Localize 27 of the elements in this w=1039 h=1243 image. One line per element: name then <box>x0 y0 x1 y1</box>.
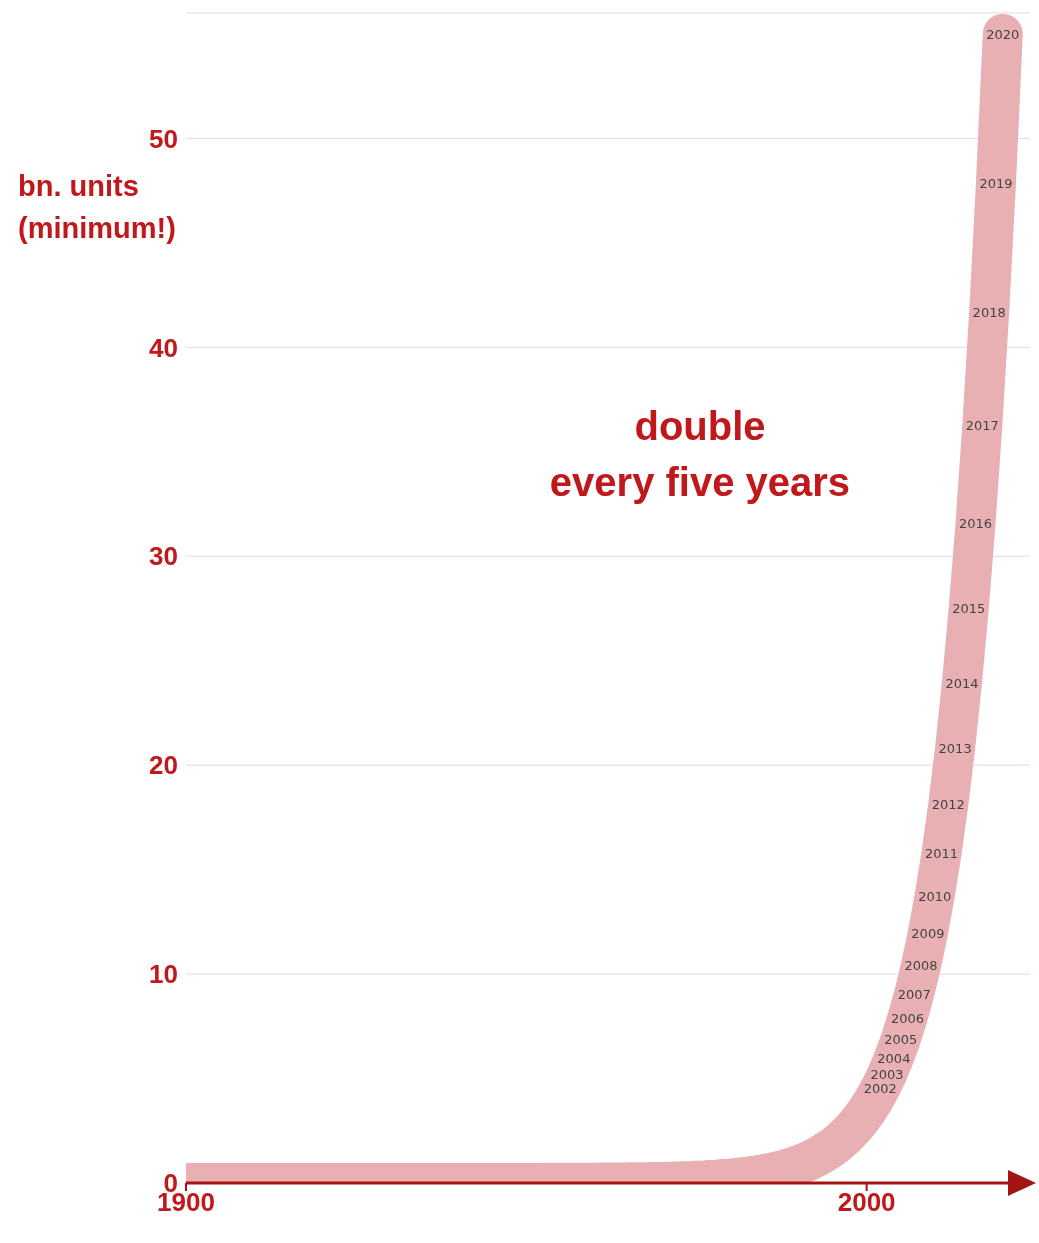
annotation: 2004 <box>877 1050 911 1066</box>
annotation: 2008 <box>904 958 938 974</box>
annotation: 2018 <box>972 305 1006 321</box>
annotation: 2012 <box>931 797 965 812</box>
y-tick-label: 10 <box>149 959 178 990</box>
y-tick-label: 40 <box>149 332 178 363</box>
annotation: 2013 <box>938 740 972 756</box>
y-tick-label: 20 <box>149 750 178 781</box>
annotation: double every five years <box>548 403 852 506</box>
annotation: 2019 <box>979 175 1013 191</box>
annotation: 2006 <box>890 1010 925 1026</box>
annotation: 2009 <box>911 925 945 941</box>
y-tick-label: 30 <box>149 541 178 572</box>
y-tick-label: 50 <box>149 123 178 154</box>
annotation: 2003 <box>870 1067 904 1083</box>
x-tick-label: 2000 <box>837 1187 896 1218</box>
annotation: 2005 <box>884 1032 918 1048</box>
annotation: 2020 <box>986 26 1020 42</box>
annotation: 2014 <box>945 675 979 691</box>
annotation: 2017 <box>965 417 999 433</box>
annotation: 2016 <box>959 515 993 531</box>
annotation: 2007 <box>897 986 931 1002</box>
y-axis-title: bn. units (minimum!) <box>18 169 177 246</box>
annotation: 2002 <box>863 1081 897 1097</box>
annotation: 2010 <box>918 888 952 904</box>
annotation: 2011 <box>924 846 959 862</box>
annotation: 2015 <box>952 601 986 617</box>
